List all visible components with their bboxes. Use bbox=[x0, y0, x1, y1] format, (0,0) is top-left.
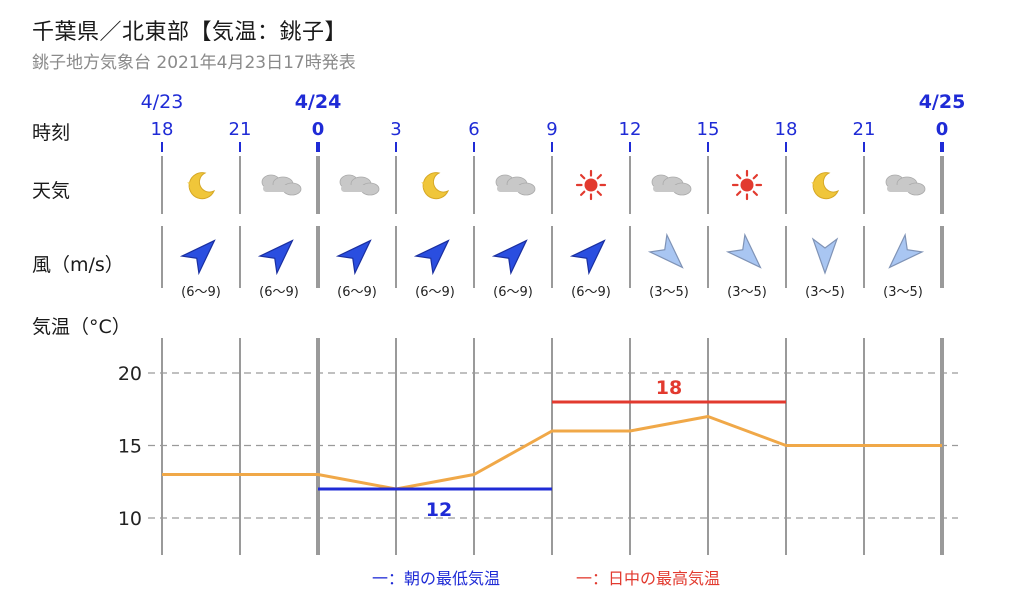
wind-arrow-icon bbox=[725, 232, 762, 269]
wind-arrow-icon bbox=[257, 239, 294, 276]
legend-max-temp: 一：日中の最高気温 bbox=[576, 569, 721, 588]
hour-label: 9 bbox=[546, 119, 557, 140]
cloud-base bbox=[653, 185, 689, 192]
wind-arrow-icon bbox=[491, 239, 528, 276]
hour-label: 21 bbox=[853, 119, 876, 140]
max-temp-label: 18 bbox=[656, 377, 682, 399]
cloud-icon bbox=[495, 174, 536, 196]
wind-arrow-icon bbox=[888, 232, 925, 269]
page-subtitle: 銚子地方気象台 2021年4月23日17時発表 bbox=[32, 53, 356, 73]
cloud-icon bbox=[261, 174, 302, 196]
wind-arrow-icon bbox=[811, 237, 839, 275]
sun-ray bbox=[736, 190, 742, 196]
moon-icon bbox=[421, 172, 450, 200]
wind-speed-label: (6〜9) bbox=[493, 285, 533, 300]
date-label: 4/24 bbox=[295, 91, 342, 113]
sun-ray bbox=[596, 174, 602, 180]
sun-ray bbox=[752, 174, 758, 180]
wind-speed-label: (3〜5) bbox=[805, 285, 845, 300]
sun-ray bbox=[736, 174, 742, 180]
min-temp-label: 12 bbox=[426, 499, 452, 521]
wind-arrow-icon bbox=[179, 239, 216, 276]
cloud-base bbox=[263, 185, 299, 192]
moon-icon bbox=[187, 172, 216, 200]
date-label: 4/23 bbox=[141, 91, 184, 113]
hour-label: 0 bbox=[936, 119, 949, 140]
cloud-base bbox=[887, 185, 923, 192]
hour-label: 3 bbox=[390, 119, 401, 140]
wind-arrow-icon bbox=[569, 239, 606, 276]
moon-star bbox=[421, 179, 431, 188]
sun-ray bbox=[580, 174, 586, 180]
temperature-line bbox=[162, 415, 942, 491]
hour-label: 18 bbox=[775, 119, 798, 140]
temp-row-label: 気温（°C） bbox=[32, 316, 131, 338]
sun-ray bbox=[596, 190, 602, 196]
y-tick-label: 10 bbox=[118, 508, 142, 530]
wind-arrow-icon bbox=[647, 232, 684, 269]
time-row-label: 時刻 bbox=[32, 122, 71, 144]
moon-star bbox=[187, 179, 197, 188]
hour-label: 21 bbox=[229, 119, 252, 140]
wind-speed-label: (3〜5) bbox=[883, 285, 923, 300]
sun-core bbox=[740, 178, 754, 192]
moon-crescent bbox=[812, 172, 840, 200]
cloud-icon bbox=[885, 174, 926, 196]
moon-crescent bbox=[422, 172, 450, 200]
wind-speed-label: (3〜5) bbox=[727, 285, 767, 300]
sun-ray bbox=[752, 190, 758, 196]
cloud-icon bbox=[339, 174, 380, 196]
hour-label: 0 bbox=[312, 119, 325, 140]
y-tick-label: 20 bbox=[118, 363, 142, 385]
wind-speed-label: (6〜9) bbox=[181, 285, 221, 300]
wind-speed-label: (6〜9) bbox=[259, 285, 299, 300]
sun-icon bbox=[575, 169, 607, 201]
weather-row-label: 天気 bbox=[32, 180, 71, 202]
wind-arrow-icon bbox=[413, 239, 450, 276]
cloud-base bbox=[497, 185, 533, 192]
wind-speed-label: (6〜9) bbox=[415, 285, 455, 300]
page-title: 千葉県／北東部【気温：銚子】 bbox=[32, 20, 348, 45]
moon-crescent bbox=[188, 172, 216, 200]
hour-label: 6 bbox=[468, 119, 479, 140]
y-tick-label: 15 bbox=[118, 436, 142, 458]
hour-label: 12 bbox=[619, 119, 642, 140]
wind-speed-label: (6〜9) bbox=[571, 285, 611, 300]
moon-star bbox=[811, 179, 821, 188]
hour-label: 18 bbox=[151, 119, 174, 140]
wind-row-label: 風（m/s） bbox=[32, 254, 124, 276]
hour-label: 15 bbox=[697, 119, 720, 140]
wind-speed-label: (6〜9) bbox=[337, 285, 377, 300]
cloud-base bbox=[341, 185, 377, 192]
sun-icon bbox=[731, 169, 763, 201]
date-label: 4/25 bbox=[919, 91, 966, 113]
wind-arrow-icon bbox=[335, 239, 372, 276]
sun-core bbox=[584, 178, 598, 192]
sun-ray bbox=[580, 190, 586, 196]
cloud-icon bbox=[651, 174, 692, 196]
moon-icon bbox=[811, 172, 840, 200]
legend-min-temp: 一：朝の最低気温 bbox=[372, 569, 501, 588]
wind-speed-label: (3〜5) bbox=[649, 285, 689, 300]
